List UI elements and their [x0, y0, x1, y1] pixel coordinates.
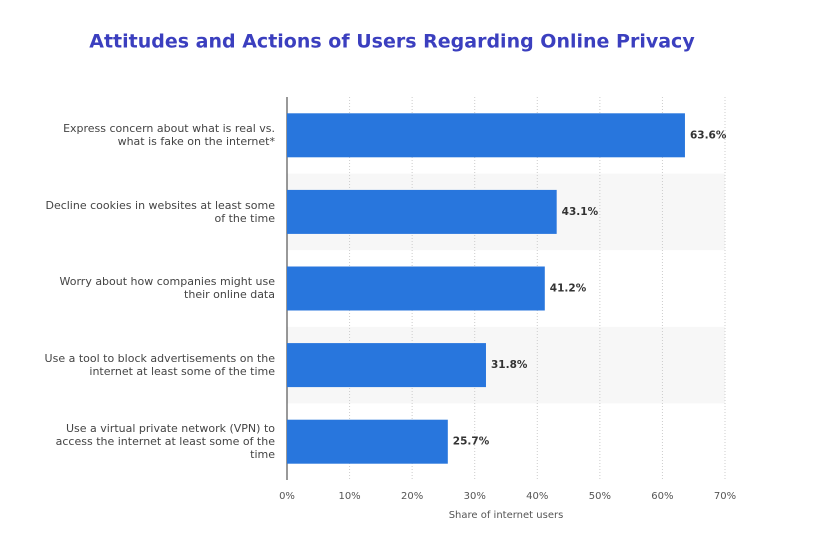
y-tick-label: Use a virtual private network (VPN) to a… [55, 422, 275, 462]
value-label: 41.2% [550, 283, 587, 295]
y-tick-label: Worry about how companies might use thei… [59, 275, 276, 302]
y-tick-label: Use a tool to block advertisements on th… [44, 352, 275, 379]
chart-title: Attitudes and Actions of Users Regarding… [89, 31, 695, 53]
x-tick-label: 10% [338, 491, 360, 502]
x-axis-title: Share of internet users [449, 510, 564, 521]
value-label: 25.7% [453, 436, 490, 448]
y-tick-label: Decline cookies in websites at least som… [45, 198, 275, 225]
x-tick-label: 40% [526, 491, 548, 502]
x-tick-label: 50% [589, 491, 611, 502]
x-tick-label: 20% [401, 491, 423, 502]
value-label: 31.8% [491, 359, 528, 371]
x-tick-label: 60% [651, 491, 673, 502]
value-label: 63.6% [690, 129, 727, 141]
bar [287, 419, 448, 464]
bar [287, 189, 557, 234]
bar [287, 113, 685, 158]
x-tick-label: 30% [464, 491, 486, 502]
bar [287, 266, 545, 311]
x-tick-label: 0% [279, 491, 295, 502]
value-label: 43.1% [562, 206, 599, 218]
x-tick-label: 70% [714, 491, 736, 502]
y-tick-label: Express concern about what is real vs. w… [63, 122, 275, 149]
bar [287, 343, 486, 388]
